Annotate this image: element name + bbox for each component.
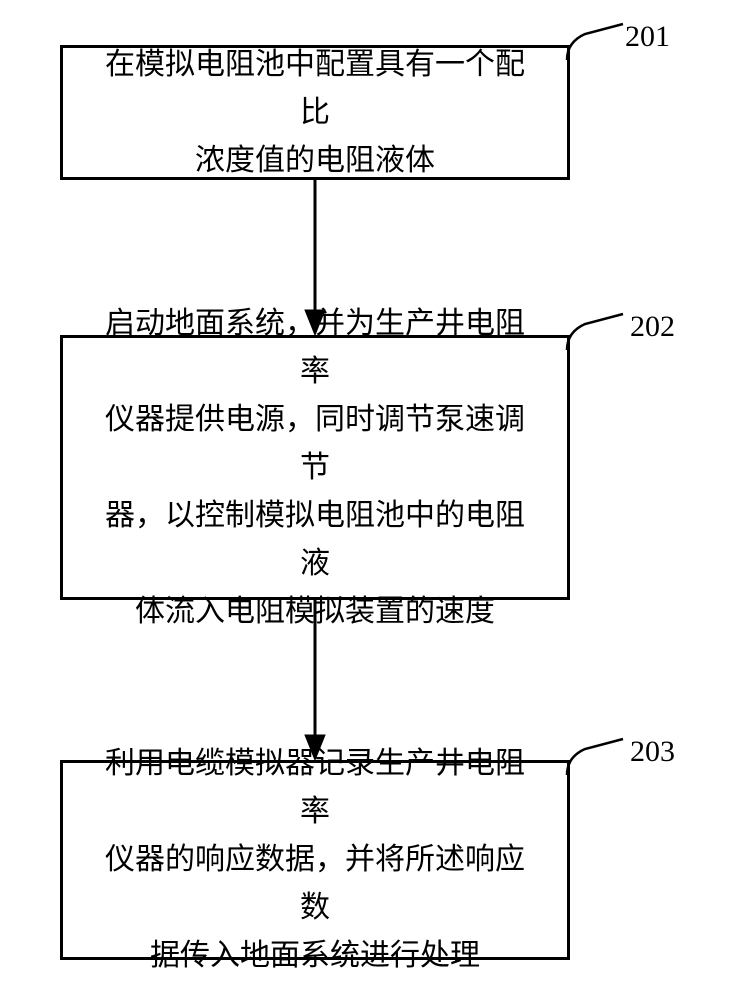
flowchart-box-1: 在模拟电阻池中配置具有一个配比 浓度值的电阻液体 <box>60 45 570 180</box>
bracket-2 <box>565 312 625 352</box>
box-1-text: 在模拟电阻池中配置具有一个配比 浓度值的电阻液体 <box>93 41 537 185</box>
box-3-text: 利用电缆模拟器记录生产井电阻率 仪器的响应数据，并将所述响应数 据传入地面系统进… <box>93 740 537 980</box>
label-1: 201 <box>625 20 670 54</box>
arrow-2 <box>300 600 330 760</box>
bracket-3 <box>565 737 625 777</box>
bracket-1 <box>565 22 625 62</box>
flowchart-container: 在模拟电阻池中配置具有一个配比 浓度值的电阻液体 201 启动地面系统，并为生产… <box>0 0 746 1000</box>
flowchart-box-2: 启动地面系统，并为生产井电阻率 仪器提供电源，同时调节泵速调节 器，以控制模拟电… <box>60 335 570 600</box>
box-2-text: 启动地面系统，并为生产井电阻率 仪器提供电源，同时调节泵速调节 器，以控制模拟电… <box>93 300 537 636</box>
label-2: 202 <box>630 310 675 344</box>
flowchart-box-3: 利用电缆模拟器记录生产井电阻率 仪器的响应数据，并将所述响应数 据传入地面系统进… <box>60 760 570 960</box>
label-3: 203 <box>630 735 675 769</box>
